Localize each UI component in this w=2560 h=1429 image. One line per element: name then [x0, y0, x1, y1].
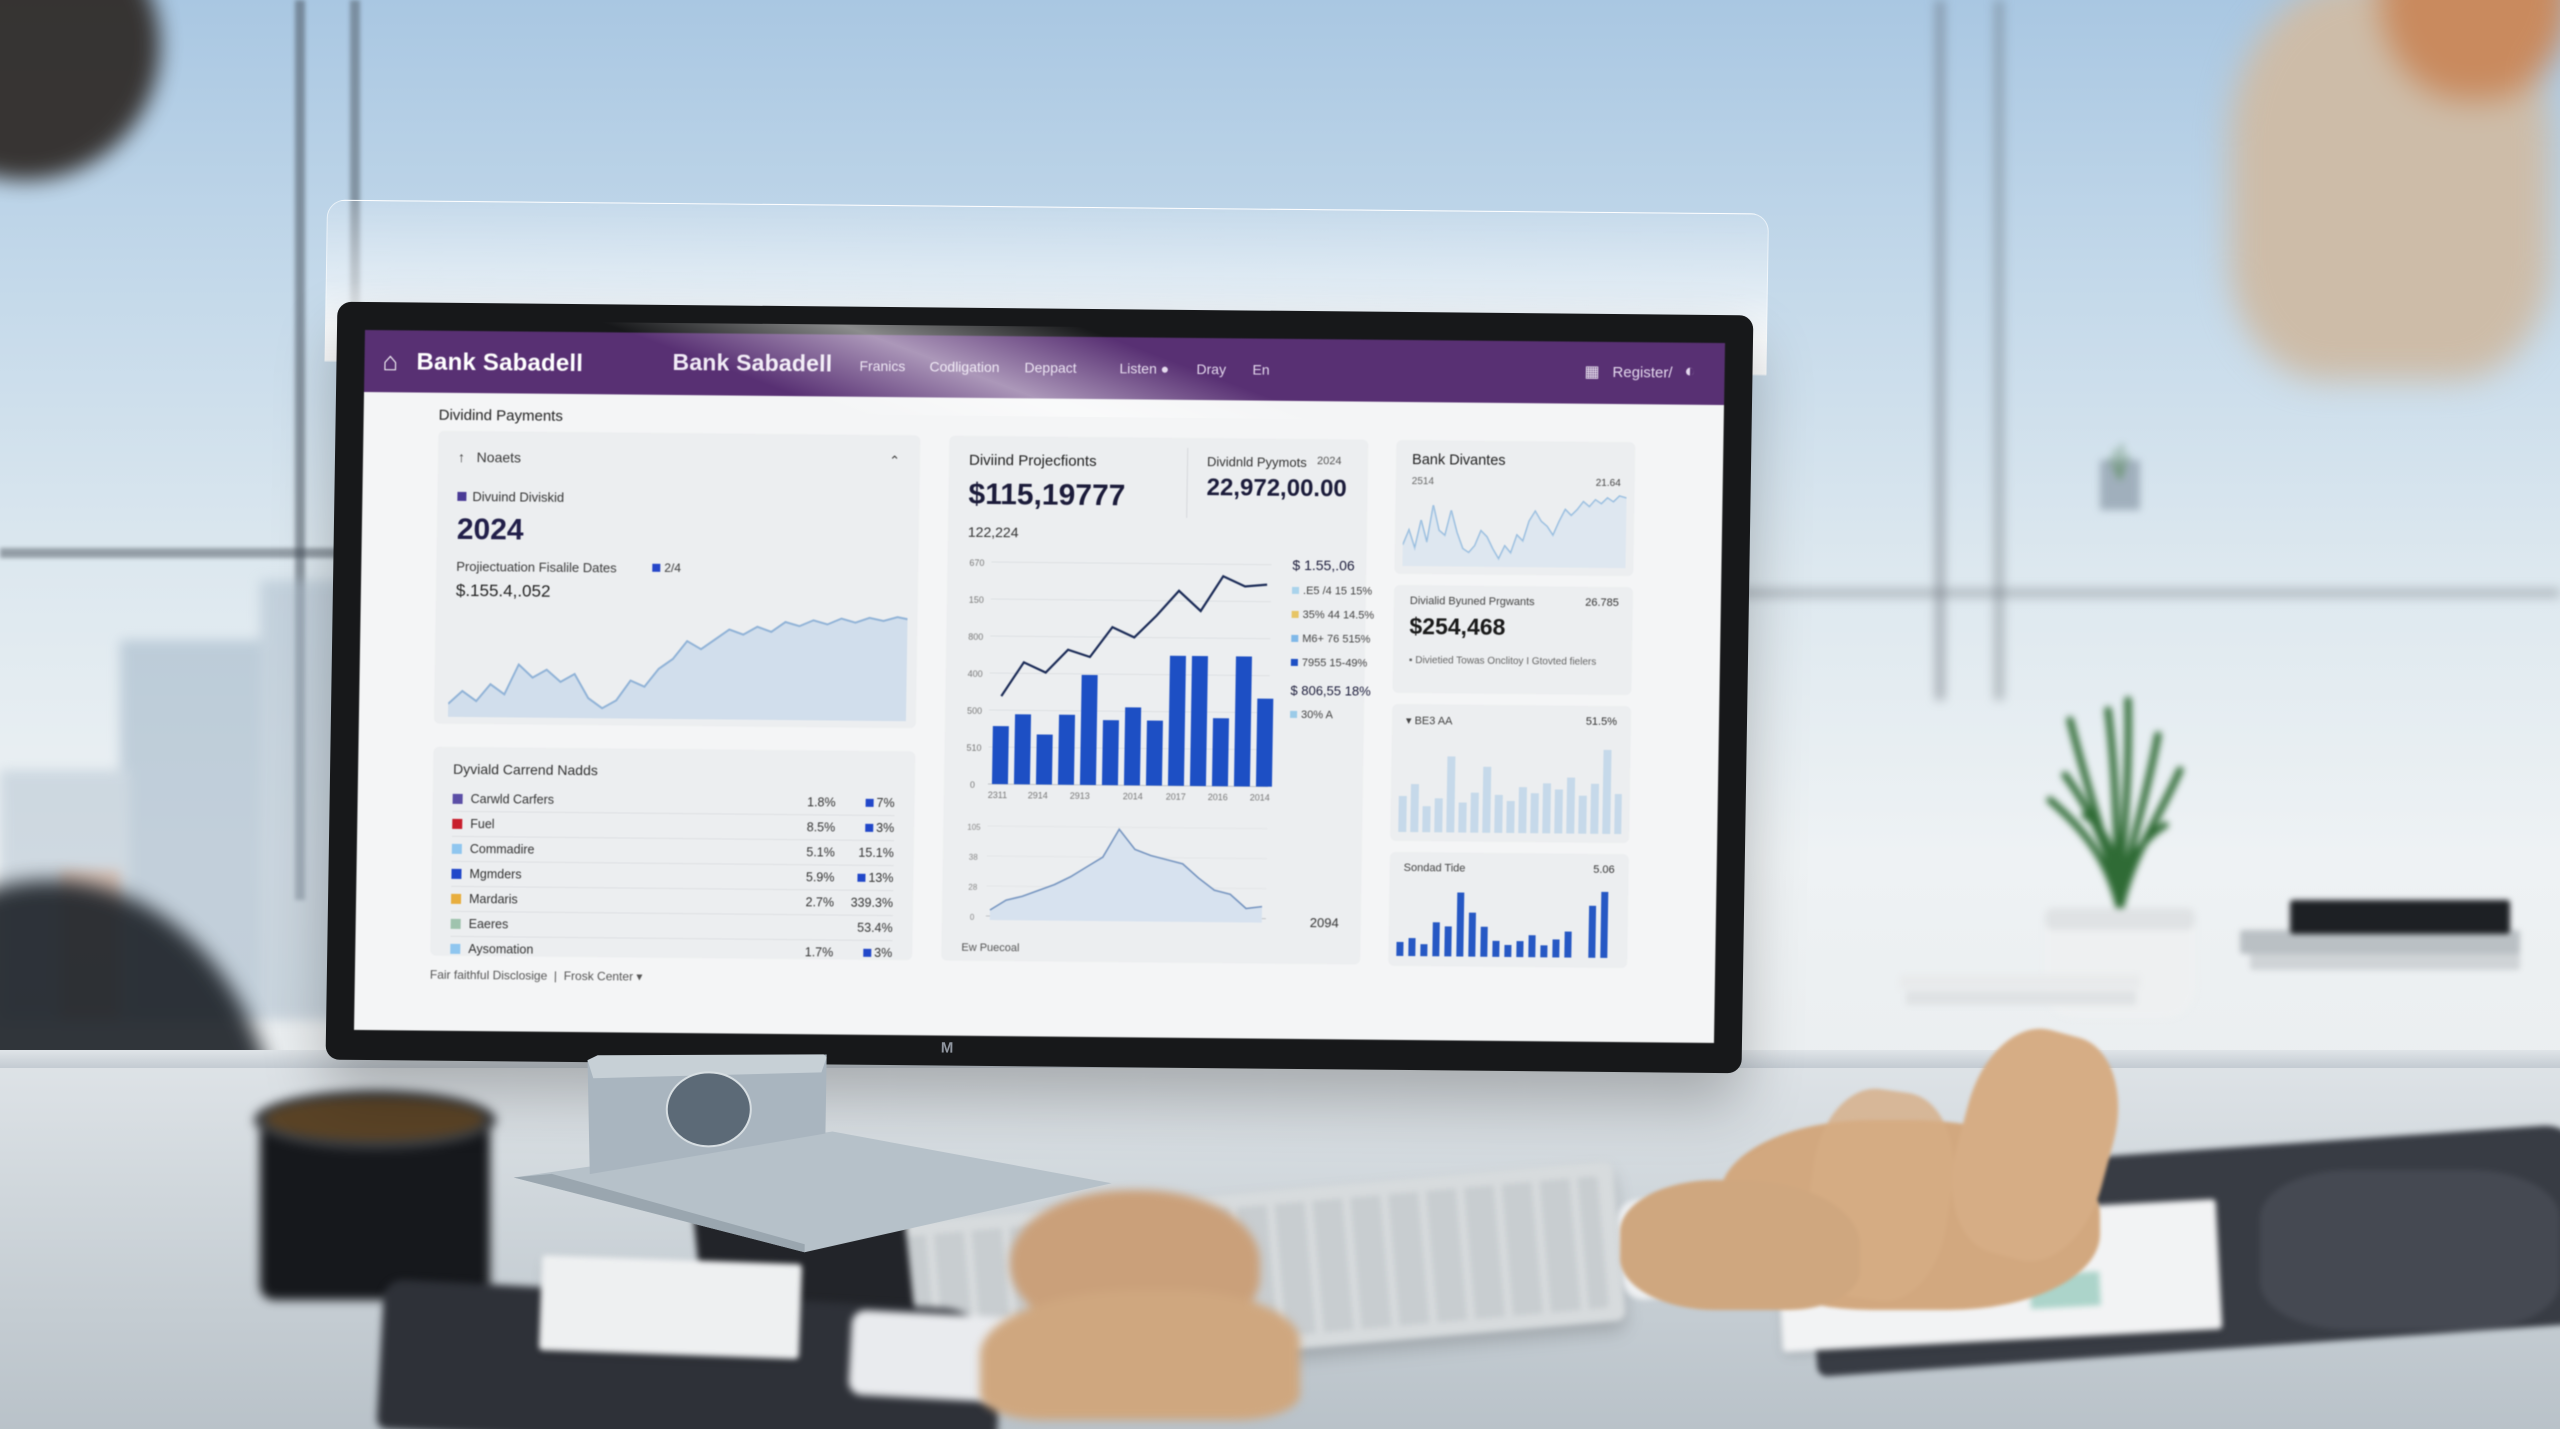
svg-text:2913: 2913 [1070, 791, 1090, 801]
svg-text:0: 0 [970, 780, 975, 790]
svg-text:150: 150 [969, 595, 984, 605]
svg-text:2914: 2914 [1028, 790, 1048, 800]
svg-text:500: 500 [967, 706, 982, 716]
svg-text:2311: 2311 [988, 790, 1008, 800]
svg-text:0: 0 [970, 913, 975, 922]
svg-text:510: 510 [966, 743, 981, 753]
svg-text:105: 105 [967, 823, 981, 832]
svg-text:28: 28 [968, 883, 978, 892]
svg-text:2014: 2014 [1123, 791, 1143, 801]
svg-text:38: 38 [969, 853, 979, 862]
svg-text:670: 670 [969, 558, 984, 568]
svg-text:400: 400 [968, 669, 983, 679]
svg-text:2017: 2017 [1166, 792, 1186, 802]
svg-text:2016: 2016 [1208, 792, 1228, 802]
svg-text:800: 800 [968, 632, 983, 642]
svg-text:2014: 2014 [1250, 793, 1270, 803]
